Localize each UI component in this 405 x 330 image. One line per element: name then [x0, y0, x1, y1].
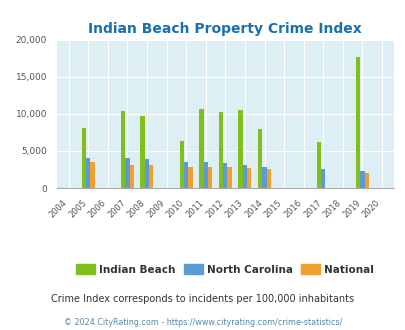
Bar — [223, 163, 227, 188]
Bar — [183, 162, 188, 188]
Bar — [247, 168, 251, 188]
Bar — [320, 169, 325, 188]
Bar — [316, 142, 320, 188]
Bar — [227, 167, 231, 188]
Bar — [188, 167, 192, 188]
Bar — [218, 112, 223, 188]
Bar — [140, 116, 145, 188]
Bar — [199, 109, 203, 188]
Bar — [179, 141, 183, 188]
Bar — [129, 165, 134, 188]
Text: © 2024 CityRating.com - https://www.cityrating.com/crime-statistics/: © 2024 CityRating.com - https://www.city… — [64, 318, 341, 327]
Bar — [266, 169, 270, 188]
Bar — [359, 171, 364, 188]
Bar — [262, 167, 266, 188]
Bar — [355, 57, 359, 188]
Bar — [238, 110, 242, 188]
Bar — [86, 158, 90, 188]
Text: Crime Index corresponds to incidents per 100,000 inhabitants: Crime Index corresponds to incidents per… — [51, 294, 354, 304]
Bar — [207, 167, 212, 188]
Bar — [149, 165, 153, 188]
Bar — [242, 165, 247, 188]
Bar — [121, 111, 125, 188]
Bar — [203, 162, 207, 188]
Bar — [81, 128, 86, 188]
Title: Indian Beach Property Crime Index: Indian Beach Property Crime Index — [88, 22, 361, 36]
Bar — [125, 158, 129, 188]
Bar — [258, 129, 262, 188]
Legend: Indian Beach, North Carolina, National: Indian Beach, North Carolina, National — [72, 260, 377, 279]
Bar — [364, 173, 368, 188]
Bar — [145, 159, 149, 188]
Bar — [90, 162, 94, 188]
